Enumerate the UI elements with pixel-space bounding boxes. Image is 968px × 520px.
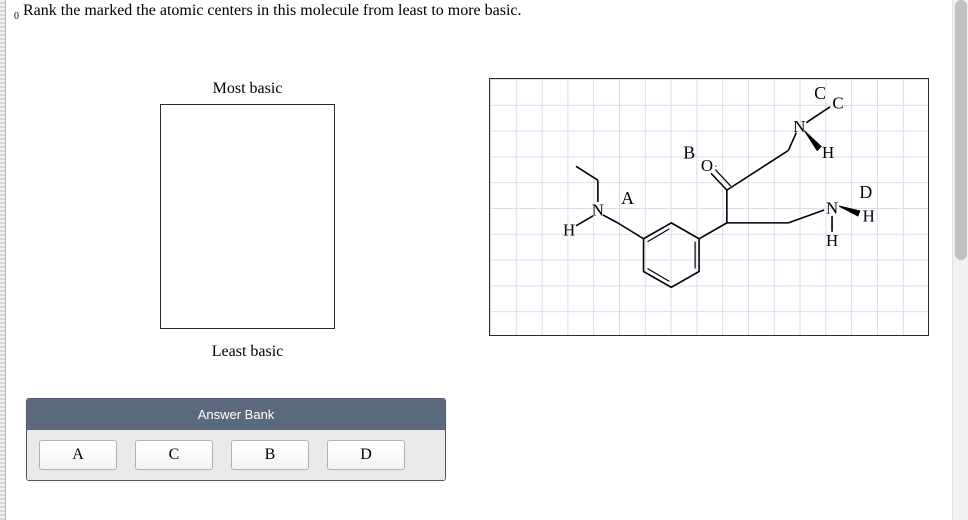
question-text: 0 Rank the marked the atomic centers in … bbox=[14, 2, 522, 22]
bond-c-o-1 bbox=[711, 173, 727, 190]
bond-c-o-2 bbox=[716, 170, 731, 186]
tile-a[interactable]: A bbox=[39, 440, 117, 470]
bond-ch2-n1 bbox=[603, 215, 618, 223]
site-label-c: C bbox=[814, 83, 826, 103]
atom-o: O bbox=[701, 156, 713, 175]
site-label-d: D bbox=[859, 182, 872, 202]
atom-c-methyl: C bbox=[832, 93, 843, 112]
molecule-panel: N H A O B : N H C C bbox=[489, 78, 929, 336]
answer-bank-body: A C B D bbox=[27, 430, 445, 480]
answer-bank-header: Answer Bank bbox=[27, 399, 445, 430]
ranking-dropzone[interactable] bbox=[160, 104, 335, 329]
bond-ch2-n3 bbox=[788, 210, 824, 223]
most-basic-label: Most basic bbox=[160, 80, 335, 98]
site-label-b: B bbox=[683, 142, 695, 162]
answer-bank: Answer Bank A C B D bbox=[26, 398, 446, 481]
atom-h-n3a: H bbox=[863, 206, 875, 225]
bond-ring-ch bbox=[699, 223, 727, 239]
atom-n-a: N bbox=[592, 200, 604, 219]
o-lone-pair: : bbox=[714, 161, 717, 173]
bond-n1-h bbox=[576, 216, 593, 226]
tile-b[interactable]: B bbox=[231, 440, 309, 470]
least-basic-label: Least basic bbox=[160, 343, 335, 361]
atom-h-n3b: H bbox=[826, 231, 838, 250]
benzene-ring bbox=[644, 223, 700, 287]
bond-ethyl bbox=[576, 166, 598, 180]
atom-n-c: N bbox=[793, 117, 805, 136]
site-label-a: A bbox=[621, 188, 634, 208]
wedge-n2-h bbox=[804, 131, 821, 151]
bond-ring-ch2 bbox=[618, 223, 644, 239]
wedge-n3-h bbox=[839, 206, 860, 216]
ranking-area: Most basic Least basic bbox=[160, 80, 335, 361]
tile-d[interactable]: D bbox=[327, 440, 405, 470]
atom-h-n1: H bbox=[563, 220, 575, 239]
scrollbar[interactable] bbox=[952, 0, 968, 520]
molecule-drawing: N H A O B : N H C C bbox=[490, 79, 928, 335]
atom-n-d: N bbox=[826, 198, 838, 217]
question-body: Rank the marked the atomic centers in th… bbox=[23, 2, 522, 19]
atom-h-n2: H bbox=[822, 143, 834, 162]
tile-c[interactable]: C bbox=[135, 440, 213, 470]
bond-carbonyl-ch-link bbox=[727, 150, 789, 190]
question-index-marker: 0 bbox=[14, 11, 19, 22]
left-gutter bbox=[0, 0, 6, 520]
scrollbar-thumb[interactable] bbox=[955, 0, 967, 260]
bond-n2-methyl bbox=[806, 107, 830, 123]
